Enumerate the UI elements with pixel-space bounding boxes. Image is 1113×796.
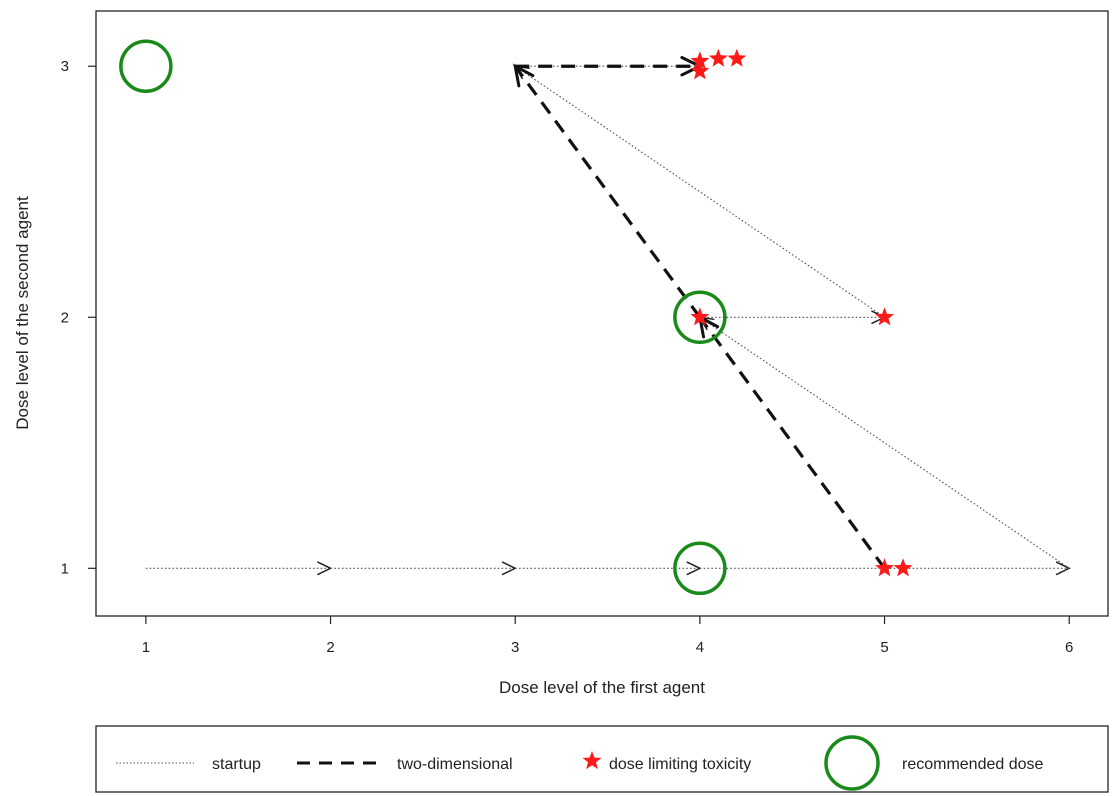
two-dimensional-arrowhead xyxy=(513,63,535,88)
x-tick-label: 1 xyxy=(142,639,150,656)
dlt-star-marker xyxy=(875,307,895,326)
startup-arrowhead xyxy=(501,561,517,576)
dlt-star-marker xyxy=(875,558,895,577)
x-tick-label: 4 xyxy=(696,639,704,656)
y-axis-label: Dose level of the second agent xyxy=(13,196,32,430)
series-recommended-markers xyxy=(119,39,727,596)
dlt-star-marker xyxy=(690,51,710,70)
two-dimensional-path-segment xyxy=(513,65,702,319)
recommended-dose-circle xyxy=(673,290,727,345)
legend-recommended-label: recommended dose xyxy=(902,756,1044,773)
dlt-star-marker xyxy=(893,558,913,577)
axes: 1 2 3 4 5 6 1 2 3 xyxy=(61,58,1074,656)
legend: startup two-dimensional dose limiting to… xyxy=(95,725,1109,793)
legend-dlt-label: dose limiting toxicity xyxy=(609,756,751,773)
plot-content xyxy=(119,39,1071,596)
startup-arrowhead xyxy=(317,561,333,576)
legend-frame xyxy=(95,725,1109,793)
legend-startup-label: startup xyxy=(212,756,261,773)
x-tick-label: 5 xyxy=(880,639,888,656)
plot-frame xyxy=(95,10,1109,617)
startup-path-segment xyxy=(514,65,885,318)
legend-two-dimensional-label: two-dimensional xyxy=(397,756,513,773)
recommended-dose-circle xyxy=(673,541,727,596)
x-axis-label: Dose level of the first agent xyxy=(499,678,705,697)
legend-recommended-circle-icon xyxy=(824,735,880,791)
y-tick-label: 1 xyxy=(61,560,69,577)
x-tick-label: 6 xyxy=(1065,639,1073,656)
x-tick-label: 2 xyxy=(326,639,334,656)
dlt-star-marker xyxy=(690,61,710,80)
y-tick-label: 2 xyxy=(61,309,69,326)
series-startup xyxy=(145,59,1071,576)
dlt-star-marker xyxy=(727,48,747,67)
recommended-dose-circle xyxy=(119,39,173,93)
dlt-star-marker xyxy=(708,48,728,67)
legend-dlt-star-icon xyxy=(582,751,602,770)
startup-path-segment xyxy=(699,316,1070,569)
y-tick-label: 3 xyxy=(61,58,69,75)
two-dimensional-path-segment xyxy=(698,316,886,570)
series-dlt-markers xyxy=(690,48,913,577)
x-tick-label: 3 xyxy=(511,639,519,656)
dlt-star-marker xyxy=(690,307,710,326)
